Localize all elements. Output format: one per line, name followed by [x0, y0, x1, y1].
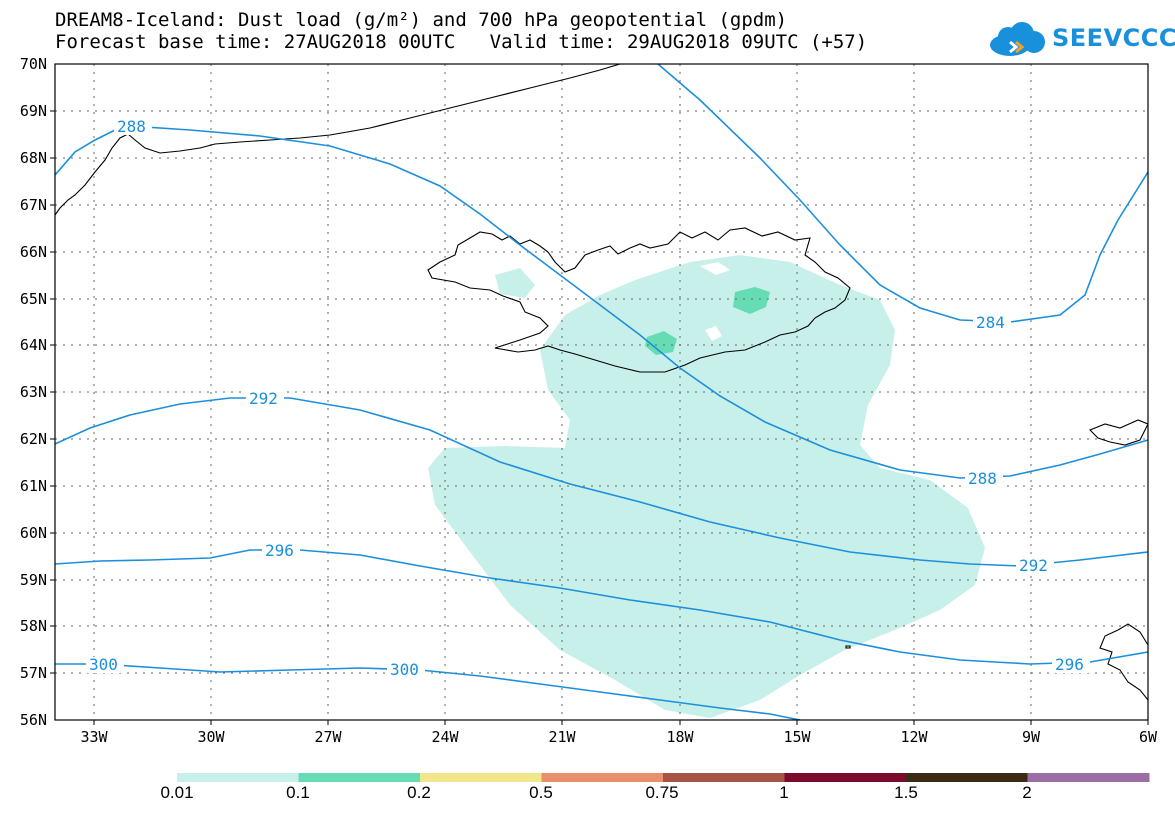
axis-ticks [50, 110, 1149, 725]
lon-label: 18W [666, 728, 694, 746]
iceland-coast [427, 227, 851, 373]
colorbar-swatch [784, 773, 907, 782]
lat-label: 63N [20, 383, 47, 401]
contour-label: 292 [249, 389, 278, 408]
lon-label: 15W [783, 728, 811, 746]
cloud-icon [990, 22, 1045, 56]
colorbar-swatch [420, 773, 542, 782]
colorbar-swatch [298, 773, 421, 782]
colorbar-swatch [541, 773, 664, 782]
colorbar-swatch [663, 773, 785, 782]
contour-label: 288 [968, 469, 997, 488]
colorbar-swatch [177, 773, 299, 782]
gridlines [55, 64, 1148, 720]
contour-label: 288 [117, 117, 146, 136]
map-title: DREAM8-Iceland: Dust load (g/m²) and 700… [55, 9, 788, 31]
colorbar-label: 0.01 [160, 783, 194, 802]
contour-label: 292 [1019, 556, 1048, 575]
contour-296 [55, 549, 1148, 665]
contour-292 [55, 397, 1148, 567]
lat-label: 67N [20, 196, 47, 214]
colorbar-label: 0.75 [645, 783, 679, 802]
colorbar-swatch [1027, 773, 1150, 782]
contour-label: 284 [976, 313, 1005, 332]
lat-label: 61N [20, 477, 47, 495]
lat-label: 59N [20, 571, 47, 589]
colorbar-swatch [906, 773, 1028, 782]
lon-label: 9W [1022, 728, 1041, 746]
forecast-time-subtitle: Forecast base time: 27AUG2018 00UTC Vali… [55, 31, 868, 53]
contour-284 [657, 64, 1148, 323]
lat-label: 60N [20, 524, 47, 542]
lat-label: 69N [20, 102, 47, 120]
dust-area-medium-2 [645, 331, 677, 355]
lat-label: 70N [20, 55, 47, 73]
lon-label: 30W [197, 728, 225, 746]
seevccc-logo [990, 22, 1045, 56]
logo-text: SEEVCCC [1052, 24, 1175, 52]
colorbar [177, 773, 1150, 782]
latitude-labels: 70N 69N 68N 67N 66N 65N 64N 63N 62N 61N … [20, 55, 47, 729]
lat-label: 58N [20, 617, 47, 635]
scotland-coast [1099, 623, 1148, 701]
coastlines [55, 64, 1148, 701]
colorbar-label: 0.2 [407, 783, 431, 802]
contour-label: 296 [1055, 655, 1084, 674]
dust-area-light [428, 255, 985, 718]
colorbar-label: 0.5 [529, 783, 553, 802]
lat-label: 66N [20, 243, 47, 261]
lat-label: 56N [20, 711, 47, 729]
dust-area-medium-1 [733, 287, 770, 314]
contour-labels: 288 284 288 292 292 296 296 300 300 [86, 117, 1090, 679]
lat-label: 64N [20, 336, 47, 354]
longitude-labels: 33W 30W 27W 24W 21W 18W 15W 12W 9W 6W [80, 728, 1158, 746]
colorbar-label: 1.5 [894, 783, 918, 802]
lat-label: 62N [20, 430, 47, 448]
lon-label: 21W [548, 728, 576, 746]
contour-300 [55, 663, 801, 720]
lat-label: 57N [20, 664, 47, 682]
lat-label: 68N [20, 149, 47, 167]
lon-label: 24W [431, 728, 459, 746]
dust-area-light-2 [495, 268, 535, 298]
colorbar-label: 0.1 [286, 783, 310, 802]
colorbar-label: 2 [1022, 783, 1032, 802]
faroe-islands [1089, 419, 1148, 446]
lon-label: 33W [80, 728, 108, 746]
contour-label: 300 [390, 660, 419, 679]
greenland-coast [55, 64, 621, 216]
contour-label: 296 [265, 541, 294, 560]
lon-label: 12W [900, 728, 928, 746]
contour-label: 300 [89, 655, 118, 674]
lat-label: 65N [20, 290, 47, 308]
colorbar-label: 1 [779, 783, 789, 802]
rockall-islet [845, 645, 851, 649]
lon-label: 27W [314, 728, 342, 746]
lon-label: 6W [1139, 728, 1158, 746]
